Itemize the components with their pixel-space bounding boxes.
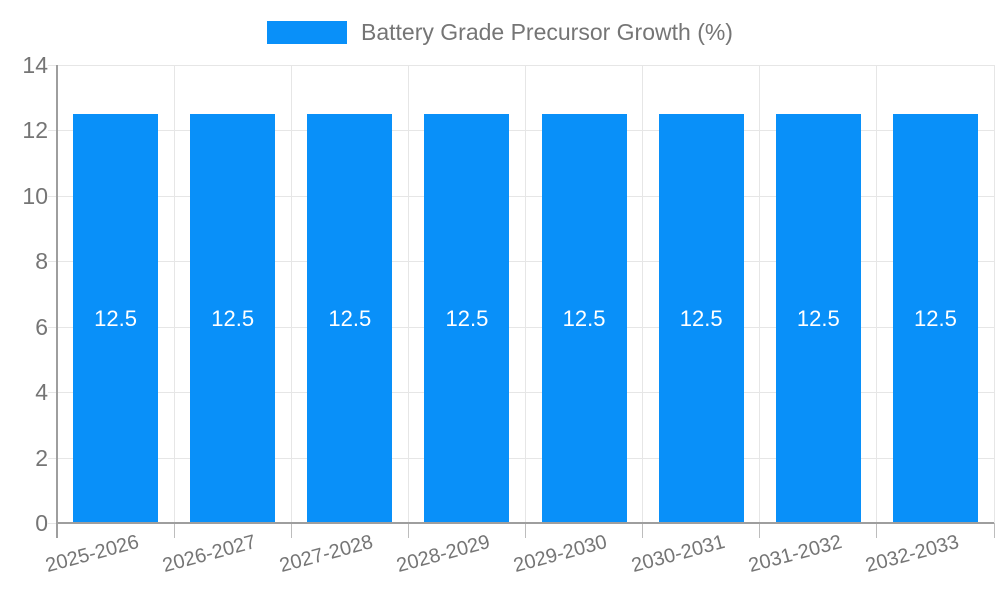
y-tick-label: 10 xyxy=(22,182,48,209)
bar-value-label: 12.5 xyxy=(796,305,840,331)
bar[interactable]: 12.5 xyxy=(541,114,627,523)
y-tick-label: 6 xyxy=(35,313,48,340)
x-tick xyxy=(525,523,526,538)
x-axis-label: 2025-2026 xyxy=(43,531,142,578)
x-axis-line xyxy=(57,522,994,524)
gridline-vertical xyxy=(290,65,292,523)
x-tick xyxy=(290,523,292,538)
x-axis-label: 2028-2029 xyxy=(394,531,493,578)
legend-swatch xyxy=(267,21,348,44)
x-axis-label: 2027-2028 xyxy=(277,531,376,578)
bar[interactable]: 12.5 xyxy=(658,114,744,523)
y-tick xyxy=(48,261,57,263)
x-tick xyxy=(407,523,409,538)
bar-value-label: 12.5 xyxy=(328,305,372,331)
gridline-vertical xyxy=(759,65,761,523)
x-axis-label: 2031-2032 xyxy=(745,531,845,578)
plot-area: 12.5 12.5 12.5 12.5 12.5 12.5 12.5 12.5 xyxy=(48,65,995,538)
y-tick xyxy=(48,130,57,132)
x-axis-label: 2029-2030 xyxy=(511,531,610,578)
x-tick xyxy=(876,523,878,538)
bar[interactable]: 12.5 xyxy=(775,114,861,523)
bar[interactable]: 12.5 xyxy=(424,114,510,523)
y-tick xyxy=(48,392,57,394)
y-tick xyxy=(48,457,57,459)
gridline-vertical xyxy=(642,65,644,523)
gridline-vertical xyxy=(876,65,878,523)
gridline-vertical xyxy=(173,65,175,523)
y-tick xyxy=(48,65,57,66)
legend[interactable]: Battery Grade Precursor Growth (%) xyxy=(0,19,1000,46)
gridline-vertical xyxy=(993,65,995,523)
bar-value-label: 12.5 xyxy=(211,305,255,331)
x-tick xyxy=(993,523,995,538)
bar[interactable]: 12.5 xyxy=(307,114,393,523)
x-axis-label: 2032-2033 xyxy=(863,531,962,578)
bar-value-label: 12.5 xyxy=(679,305,723,331)
bar[interactable]: 12.5 xyxy=(73,114,159,523)
x-tick xyxy=(759,523,761,538)
y-tick xyxy=(48,523,57,524)
y-axis-line xyxy=(56,65,58,538)
y-tick xyxy=(48,326,57,328)
bar-value-label: 12.5 xyxy=(562,305,606,331)
y-tick-label: 4 xyxy=(35,379,48,406)
bar-value-label: 12.5 xyxy=(94,305,137,331)
y-tick-label: 14 xyxy=(22,52,48,78)
x-tick xyxy=(642,523,644,538)
legend-label: Battery Grade Precursor Growth (%) xyxy=(361,19,733,45)
y-tick xyxy=(48,195,57,197)
bar[interactable]: 12.5 xyxy=(892,114,978,523)
y-tick-label: 0 xyxy=(35,510,48,536)
bar-value-label: 12.5 xyxy=(445,305,489,331)
y-tick-label: 8 xyxy=(35,248,48,275)
y-tick-label: 2 xyxy=(35,444,48,471)
x-tick xyxy=(173,523,175,538)
x-axis-label: 2026-2027 xyxy=(160,531,259,578)
bar[interactable]: 12.5 xyxy=(190,114,276,523)
y-tick-label: 12 xyxy=(22,117,48,144)
bar-value-label: 12.5 xyxy=(914,305,957,331)
gridline-vertical xyxy=(407,65,409,523)
x-axis-label: 2030-2031 xyxy=(628,531,727,578)
gridline-vertical xyxy=(525,65,526,523)
